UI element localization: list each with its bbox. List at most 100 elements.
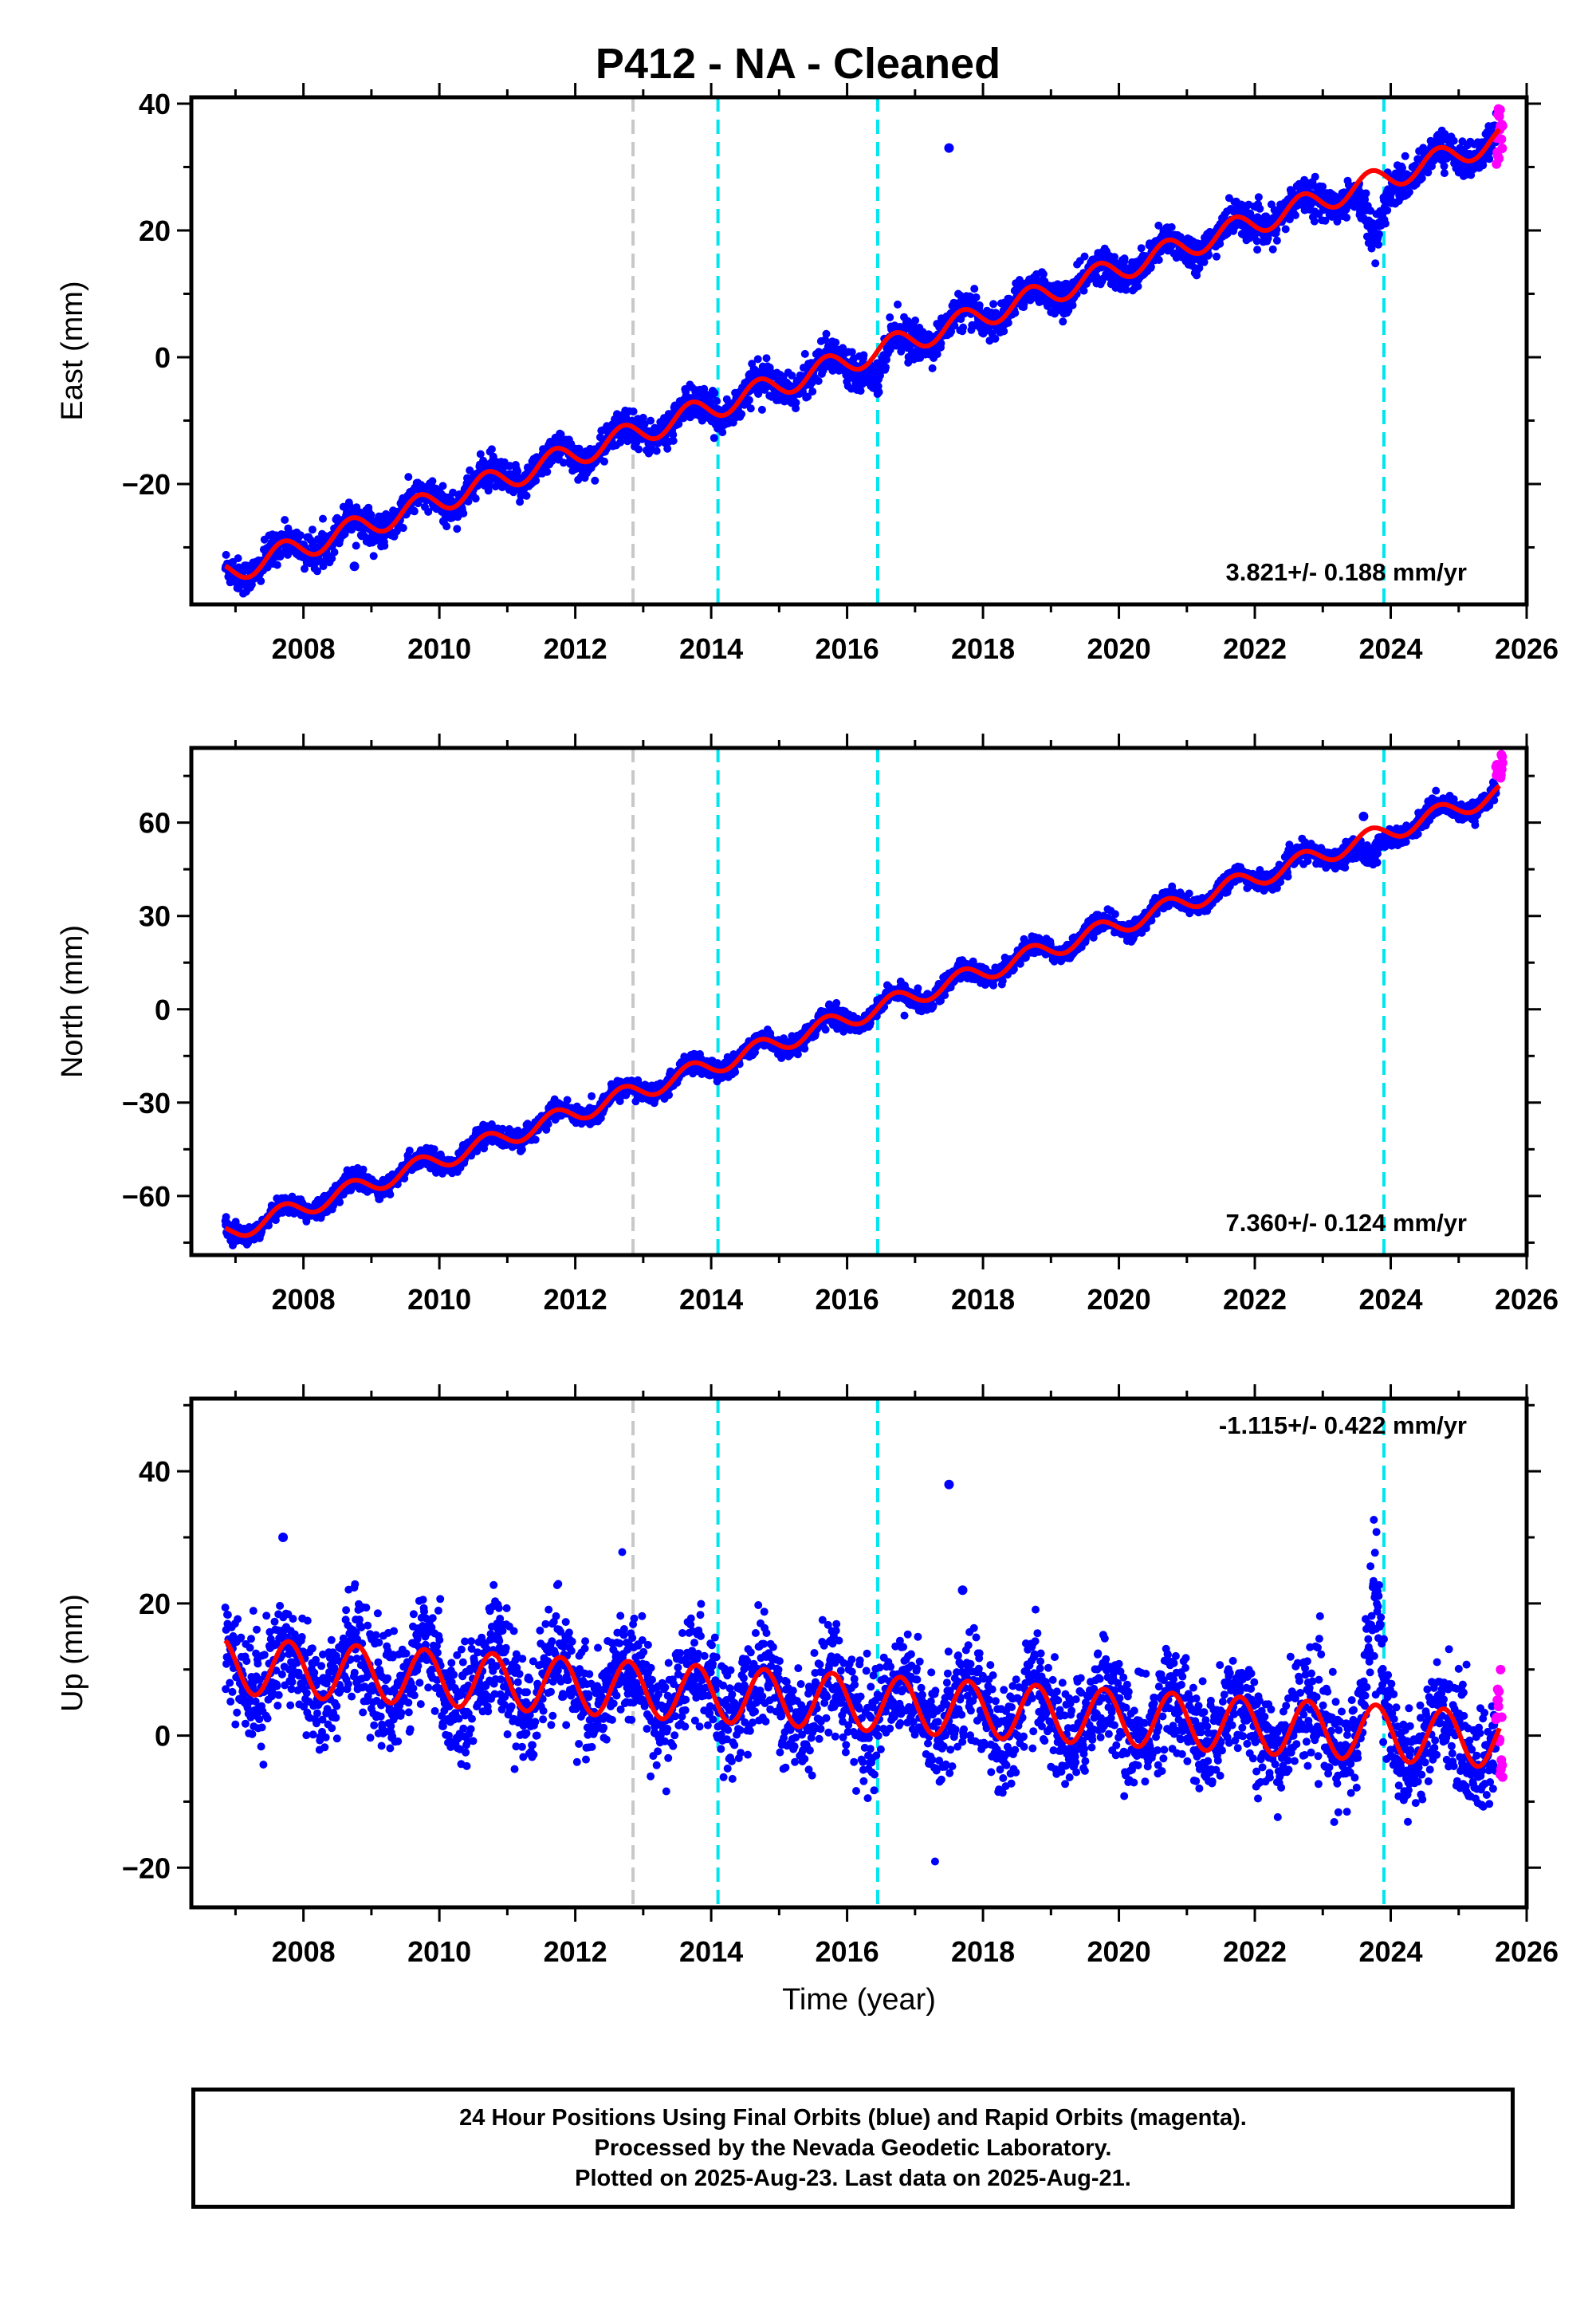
east-data-point — [1216, 239, 1225, 248]
east-data-point — [1079, 286, 1088, 295]
panel-east: 2008 2010 2012 2014 2016 2018 2020 2022 2024 2026… — [56, 83, 1559, 665]
east-data-point — [466, 466, 474, 474]
north-data-point — [731, 1068, 740, 1076]
east-data-point — [522, 491, 531, 500]
east-data-point — [883, 356, 890, 364]
east-data-point — [710, 388, 719, 397]
east-data-point — [669, 436, 678, 445]
east-data-point — [1134, 282, 1142, 291]
east-data-point — [1080, 252, 1089, 261]
east-data-point — [559, 458, 568, 467]
east-data-point — [453, 525, 462, 533]
east-data-point — [1440, 169, 1449, 178]
east-data-point — [257, 577, 265, 585]
east-xtick-label: 2018 — [951, 632, 1015, 665]
east-data-point — [1405, 187, 1413, 196]
north-final-orbit-points — [221, 778, 1500, 1249]
east-data-point — [1154, 256, 1163, 264]
east-data-point — [894, 300, 902, 309]
east-data-point — [1167, 222, 1176, 231]
east-data-point — [380, 541, 389, 550]
east-data-point — [822, 329, 831, 338]
east-data-point — [1011, 309, 1020, 317]
east-data-point — [972, 293, 981, 301]
east-data-point — [1311, 172, 1319, 181]
east-data-point — [928, 364, 937, 372]
east-data-point — [459, 509, 468, 518]
north-data-point — [405, 1147, 414, 1155]
north-data-point — [544, 1120, 552, 1128]
east-xtick-label: 2008 — [272, 632, 336, 665]
east-data-point — [319, 562, 328, 571]
east-data-point — [352, 541, 360, 550]
east-rate-label: 3.821+/- 0.188 mm/yr — [1226, 558, 1467, 586]
east-data-point — [1146, 262, 1155, 271]
east-data-point — [1291, 211, 1299, 219]
east-data-point — [737, 410, 746, 419]
east-plot-area — [221, 97, 1508, 604]
east-ytick-label: 0 — [155, 341, 171, 374]
east-data-point — [438, 482, 447, 490]
east-data-point — [804, 392, 812, 401]
east-data-point — [859, 351, 868, 360]
east-data-point — [1254, 193, 1263, 202]
east-data-point — [792, 404, 800, 413]
east-data-point — [222, 550, 230, 559]
east-data-point — [652, 447, 661, 455]
figure-title: P412 - NA - Cleaned — [596, 40, 1000, 88]
east-final-orbit-points — [221, 109, 1500, 598]
east-data-point — [875, 388, 883, 396]
east-data-point — [491, 482, 500, 491]
east-data-point — [718, 428, 727, 437]
east-data-point — [746, 404, 755, 413]
east-data-point — [1310, 217, 1319, 226]
east-data-point — [679, 414, 688, 423]
east-data-point — [753, 355, 762, 364]
east-data-point — [281, 516, 289, 524]
east-xtick-label: 2014 — [679, 632, 743, 665]
east-data-point — [959, 323, 968, 332]
east-data-point — [410, 507, 419, 516]
east-ytick-label: 40 — [139, 88, 171, 120]
east-data-point — [950, 321, 959, 330]
east-data-point — [1281, 225, 1290, 234]
east-data-point — [1154, 221, 1163, 230]
east-data-point — [301, 565, 309, 573]
north-data-point — [386, 1190, 395, 1198]
east-xtick-label: 2024 — [1358, 632, 1422, 665]
east-data-point — [487, 445, 496, 454]
east-data-point — [1374, 230, 1383, 238]
east-data-point — [516, 498, 525, 506]
east-data-point — [639, 413, 647, 422]
east-data-point — [600, 457, 608, 466]
east-data-point — [319, 514, 327, 523]
east-data-point — [757, 405, 766, 414]
east-data-point — [1381, 219, 1390, 228]
east-data-point — [308, 525, 316, 534]
east-data-point — [933, 350, 941, 359]
east-data-point — [296, 531, 305, 540]
east-data-point — [674, 419, 683, 428]
east-rapid-point — [1497, 144, 1508, 154]
east-xtick-label: 2016 — [816, 632, 879, 665]
east-xtick-label: 2010 — [407, 632, 471, 665]
east-data-point — [882, 363, 890, 372]
east-data-point — [1068, 301, 1077, 309]
east-data-point — [647, 416, 655, 425]
east-data-point — [348, 525, 356, 534]
east-rapid-point — [1496, 134, 1507, 144]
east-data-point — [428, 477, 437, 486]
east-ytick-label: 20 — [139, 214, 171, 247]
east-data-point — [1039, 270, 1048, 278]
east-data-point — [543, 467, 552, 476]
east-outlier-point — [349, 561, 360, 572]
east-data-point — [313, 567, 321, 576]
east-data-point — [663, 444, 672, 453]
east-xtick-label: 2012 — [544, 632, 607, 665]
east-data-point — [1440, 162, 1449, 171]
east-data-point — [1137, 244, 1146, 253]
east-data-point — [399, 524, 407, 533]
east-data-point — [273, 561, 281, 569]
east-data-point — [808, 388, 817, 396]
east-rapid-point — [1497, 120, 1508, 131]
